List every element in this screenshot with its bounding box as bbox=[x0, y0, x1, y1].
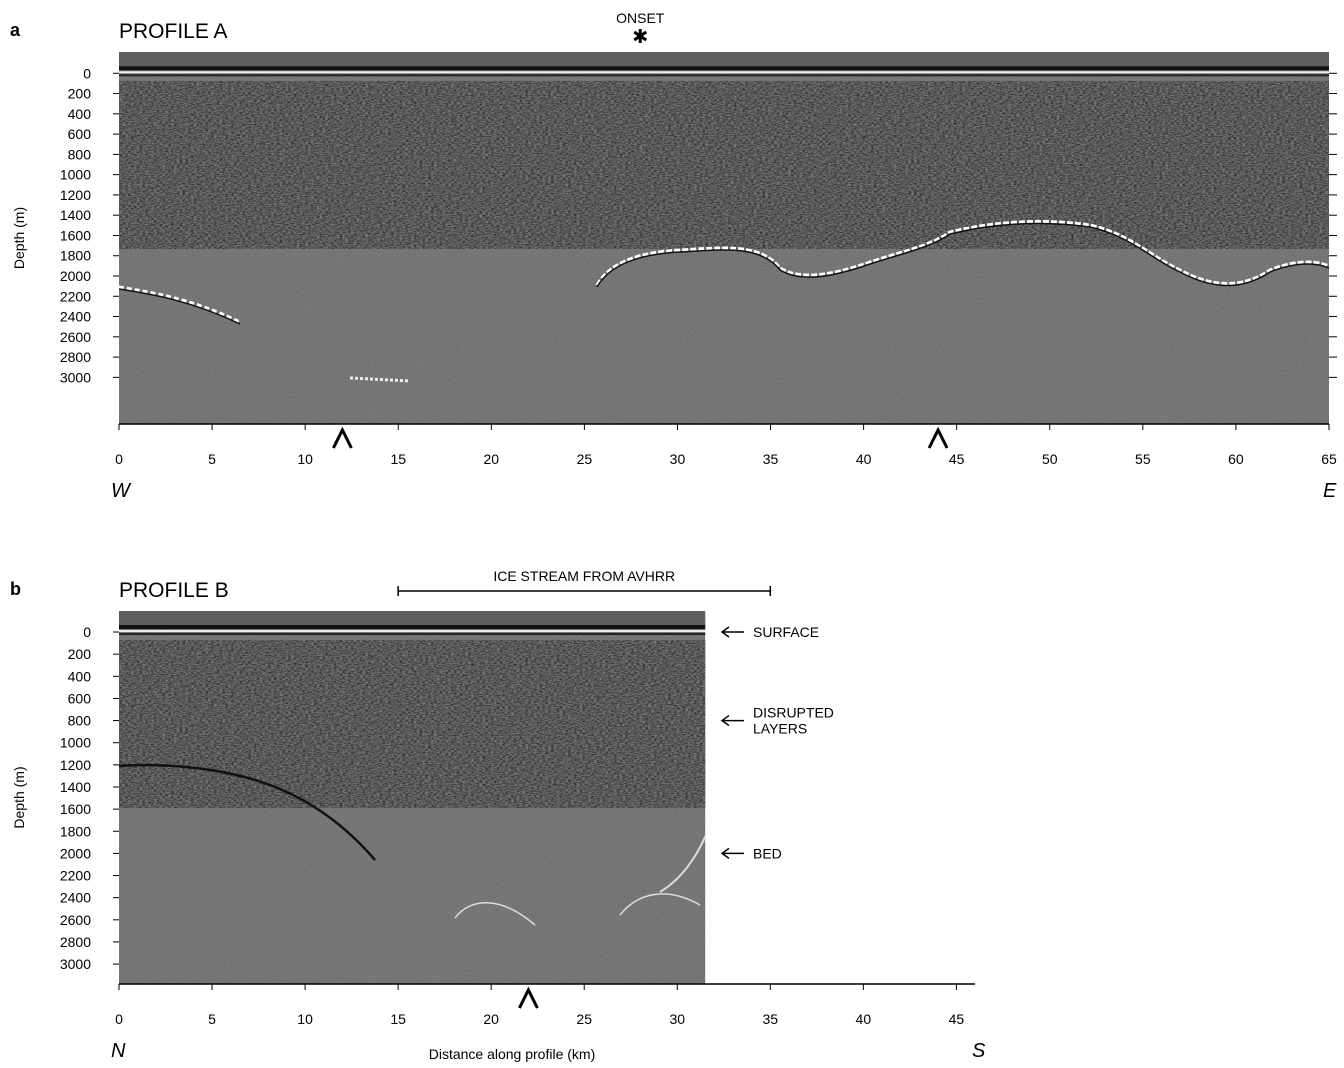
x-tick-label: 45 bbox=[949, 451, 965, 467]
direction-right: S bbox=[972, 1040, 986, 1062]
y-tick-label: 2000 bbox=[60, 845, 91, 861]
radar-layers bbox=[119, 640, 706, 808]
callout-arrow bbox=[720, 626, 744, 638]
y-axis-label: Depth (m) bbox=[11, 207, 27, 269]
x-tick-label: 0 bbox=[115, 451, 123, 467]
x-tick-label: 60 bbox=[1228, 451, 1244, 467]
panel: 0200400600800100012001400160018002000220… bbox=[10, 568, 986, 1062]
x-tick-label: 15 bbox=[390, 1011, 406, 1027]
panel-title: PROFILE B bbox=[119, 579, 229, 602]
radar-features bbox=[118, 763, 707, 926]
direction-left: W bbox=[111, 480, 132, 502]
y-tick-label: 600 bbox=[68, 690, 92, 706]
y-tick-label: 0 bbox=[83, 65, 91, 81]
y-tick-label: 1800 bbox=[60, 823, 91, 839]
callout-arrow bbox=[720, 847, 744, 860]
y-tick-label: 2800 bbox=[60, 349, 91, 365]
caret bbox=[518, 986, 539, 1009]
y-tick-label: 2000 bbox=[60, 268, 91, 284]
x-tick-label: 0 bbox=[115, 1011, 123, 1027]
bracket-label: ICE STREAM FROM AVHRR bbox=[493, 568, 675, 584]
surface-band bbox=[119, 52, 1329, 68]
y-tick-label: 800 bbox=[68, 713, 92, 729]
y-tick-label: 0 bbox=[83, 624, 91, 640]
y-tick-label: 1200 bbox=[60, 187, 91, 203]
y-tick-label: 1600 bbox=[60, 227, 91, 243]
callout-label: DISRUPTED bbox=[753, 705, 834, 721]
y-tick-label: 1200 bbox=[60, 757, 91, 773]
direction-right: E bbox=[1323, 480, 1337, 502]
panel-letter: b bbox=[10, 579, 21, 599]
y-tick-label: 400 bbox=[68, 106, 92, 122]
direction-left: N bbox=[111, 1040, 126, 1062]
y-tick-label: 1400 bbox=[60, 207, 91, 223]
x-tick-label: 25 bbox=[577, 451, 593, 467]
y-tick-label: 200 bbox=[68, 646, 92, 662]
surface-line bbox=[119, 633, 706, 636]
y-tick-label: 2200 bbox=[60, 288, 91, 304]
y-tick-label: 1600 bbox=[60, 801, 91, 817]
callout-arrow bbox=[720, 714, 744, 727]
y-tick-label: 1800 bbox=[60, 248, 91, 264]
x-tick-label: 35 bbox=[763, 1011, 779, 1027]
x-tick-label: 40 bbox=[856, 451, 872, 467]
x-tick-label: 50 bbox=[1042, 451, 1058, 467]
y-tick-label: 2600 bbox=[60, 329, 91, 345]
x-tick-label: 20 bbox=[484, 451, 500, 467]
x-tick-label: 25 bbox=[576, 1011, 592, 1027]
x-tick-label: 20 bbox=[483, 1011, 499, 1027]
x-tick-label: 15 bbox=[390, 451, 406, 467]
y-tick-label: 600 bbox=[68, 126, 92, 142]
x-tick-label: 30 bbox=[669, 1011, 685, 1027]
x-tick-label: 30 bbox=[670, 451, 686, 467]
radar-features bbox=[118, 219, 1330, 383]
y-axis-label: Depth (m) bbox=[11, 766, 27, 828]
radar-layers bbox=[119, 81, 1329, 249]
surface-line bbox=[119, 66, 1329, 71]
caret bbox=[332, 426, 353, 449]
callout-label: BED bbox=[753, 845, 782, 861]
onset-label: ONSET bbox=[616, 10, 665, 26]
x-tick-label: 55 bbox=[1135, 451, 1151, 467]
callout-label: LAYERS bbox=[753, 721, 807, 737]
y-tick-label: 2400 bbox=[60, 890, 91, 906]
x-tick-label: 5 bbox=[208, 451, 216, 467]
y-tick-label: 2800 bbox=[60, 934, 91, 950]
y-tick-label: 800 bbox=[68, 146, 92, 162]
y-tick-label: 2400 bbox=[60, 309, 91, 325]
panel: 0200400600800100012001400160018002000220… bbox=[10, 10, 1337, 502]
y-tick-label: 1000 bbox=[60, 735, 91, 751]
surface-band bbox=[119, 611, 706, 627]
bracket bbox=[397, 586, 772, 596]
surface-line bbox=[119, 74, 1329, 77]
y-tick-label: 1400 bbox=[60, 779, 91, 795]
x-tick-label: 10 bbox=[297, 1011, 313, 1027]
panel-letter: a bbox=[10, 20, 21, 40]
y-tick-label: 2600 bbox=[60, 912, 91, 928]
y-tick-label: 2200 bbox=[60, 868, 91, 884]
x-tick-label: 5 bbox=[208, 1011, 216, 1027]
onset-star bbox=[633, 29, 648, 43]
x-tick-label: 45 bbox=[949, 1011, 965, 1027]
surface-line bbox=[119, 71, 1329, 74]
y-tick-label: 3000 bbox=[60, 369, 91, 385]
surface-line bbox=[119, 625, 706, 630]
y-tick-label: 1000 bbox=[60, 167, 91, 183]
x-tick-label: 35 bbox=[763, 451, 779, 467]
x-tick-label: 40 bbox=[856, 1011, 872, 1027]
x-axis-label: Distance along profile (km) bbox=[429, 1046, 596, 1062]
y-tick-label: 400 bbox=[68, 668, 92, 684]
x-tick-label: 10 bbox=[297, 451, 313, 467]
panel-title: PROFILE A bbox=[119, 20, 228, 43]
caret bbox=[927, 426, 949, 449]
callout-label: SURFACE bbox=[753, 624, 819, 640]
y-tick-label: 200 bbox=[68, 86, 92, 102]
x-tick-label: 65 bbox=[1321, 451, 1337, 467]
surface-line bbox=[119, 630, 706, 633]
y-tick-label: 3000 bbox=[60, 956, 91, 972]
